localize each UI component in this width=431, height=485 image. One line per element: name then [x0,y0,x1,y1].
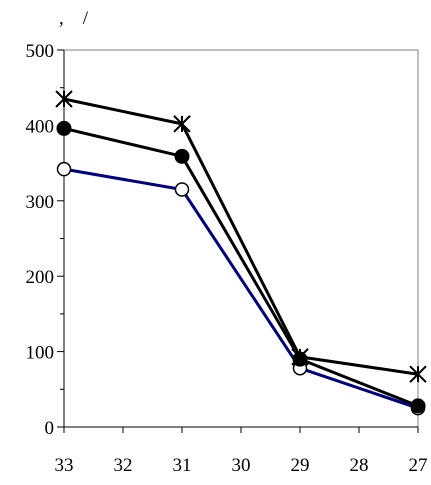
data-point-cross [409,365,427,383]
x-tick-label: 29 [291,455,310,476]
data-point-filled [56,120,72,136]
series-line [63,97,419,376]
y-tick-label: 300 [26,192,55,213]
x-tick-label: 31 [173,455,192,476]
x-tick-label: 32 [114,455,133,476]
series-line [63,126,419,408]
data-point-filled [174,148,190,164]
data-point-cross [55,90,73,108]
y-tick-label: 200 [26,267,55,288]
x-tick-label: 28 [350,455,369,476]
y-tick-label: 500 [26,41,55,62]
y-tick-label: 0 [45,418,55,439]
y-tick-label: 100 [26,343,55,364]
x-tick-label: 30 [232,455,251,476]
data-point-filled [292,351,308,367]
series-filled-circle [56,120,426,414]
series-cross [55,90,427,383]
y-tick-label: 400 [26,116,55,137]
x-tick-label: 27 [409,455,428,476]
data-point-filled [410,398,426,414]
data-point-open [174,182,190,197]
chart-title: , / [59,8,89,29]
series-line [63,167,419,410]
series-layer [55,90,427,416]
x-axis: 33 32 31 30 29 28 27 [55,426,428,476]
series-open-circle [56,161,426,416]
x-tick-label: 33 [55,455,74,476]
data-point-cross [173,115,191,133]
y-axis: 0 100 200 300 400 500 [26,41,65,439]
data-point-open [56,161,72,177]
